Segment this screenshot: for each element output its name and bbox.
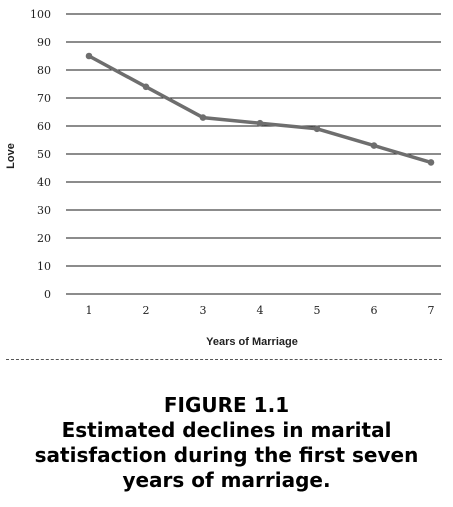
y-tick-label: 10 <box>37 260 51 273</box>
x-tick-label: 4 <box>257 304 264 317</box>
data-point <box>85 52 93 60</box>
y-tick-label: 40 <box>37 176 51 189</box>
data-point <box>370 142 378 149</box>
x-tick-label: 7 <box>428 304 435 317</box>
x-tick-label: 6 <box>371 304 378 317</box>
series-line <box>87 54 433 165</box>
x-tick-label: 1 <box>86 304 93 317</box>
figure-caption-text: Estimated declines in marital satisfacti… <box>34 418 419 492</box>
x-tick-label: 2 <box>143 304 150 317</box>
data-point <box>256 119 264 127</box>
y-tick-label: 70 <box>37 92 51 105</box>
y-tick-label: 90 <box>37 36 51 49</box>
data-points <box>85 52 435 166</box>
y-tick-label: 30 <box>37 204 51 217</box>
gridlines <box>66 13 441 295</box>
data-point <box>427 159 435 166</box>
data-point <box>142 83 150 91</box>
figure-caption: FIGURE 1.1 Estimated declines in marital… <box>0 392 453 493</box>
y-tick-label: 80 <box>37 64 51 77</box>
line-chart: 0 10 20 30 40 50 60 70 80 90 100 1 2 3 4 5 6 7 Love Year… <box>5 8 441 348</box>
dashed-divider <box>6 359 442 360</box>
figure-label: FIGURE 1.1 <box>163 393 290 417</box>
y-tick-label: 60 <box>37 120 51 133</box>
y-tick-labels: 0 10 20 30 40 50 60 70 80 90 100 <box>30 8 51 301</box>
y-tick-label: 0 <box>44 288 51 301</box>
y-tick-label: 20 <box>37 232 51 245</box>
y-tick-label: 50 <box>37 148 51 161</box>
data-point <box>313 125 321 133</box>
y-axis-title: Love <box>5 143 17 169</box>
x-tick-label: 3 <box>200 304 207 317</box>
data-point <box>199 114 207 121</box>
x-tick-labels: 1 2 3 4 5 6 7 <box>86 304 435 317</box>
x-tick-label: 5 <box>314 304 321 317</box>
y-tick-label: 100 <box>30 8 51 21</box>
x-axis-title: Years of Marriage <box>206 336 298 348</box>
